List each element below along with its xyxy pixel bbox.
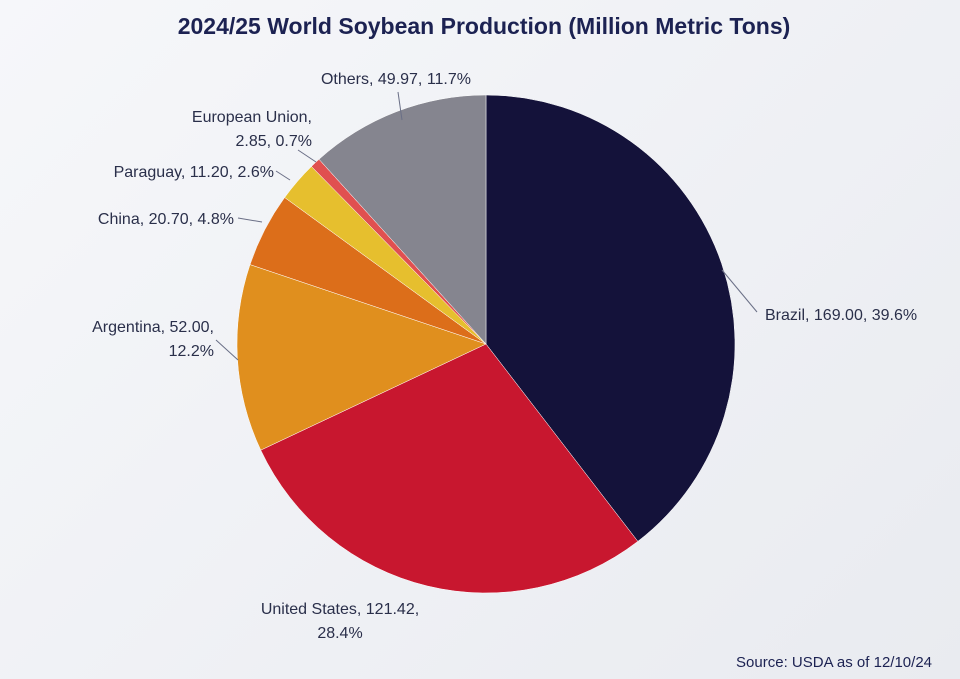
pie-slice-brazil	[485, 94, 736, 542]
leader-lines	[215, 91, 758, 361]
leader-line-paraguay	[275, 170, 291, 181]
data-label-china: China, 20.70, 4.8%	[98, 211, 234, 228]
data-label-paraguay: Paraguay, 11.20, 2.6%	[114, 164, 274, 181]
data-label-argentina: Argentina, 52.00, 12.2%	[92, 319, 214, 360]
leader-line-others	[397, 91, 403, 121]
source-note: Source: USDA as of 12/10/24	[736, 654, 932, 671]
pie-slice-argentina	[236, 264, 487, 451]
data-label-others: Others, 49.97, 11.7%	[321, 71, 471, 88]
data-labels: Brazil, 169.00, 39.6% United States, 121.…	[92, 71, 917, 642]
leader-line-european-union	[297, 149, 317, 163]
pie-slices	[236, 94, 736, 594]
leader-line-argentina	[215, 339, 239, 361]
chart-title: 2024/25 World Soybean Production (Millio…	[178, 13, 791, 39]
data-label-brazil: Brazil, 169.00, 39.6%	[765, 307, 917, 324]
leader-line-china	[237, 217, 263, 223]
data-label-united-states: United States, 121.42, 28.4%	[261, 601, 419, 642]
pie-slice-others	[318, 94, 487, 345]
pie-slice-united-states	[260, 343, 639, 594]
data-label-european-union: European Union, 2.85, 0.7%	[192, 109, 312, 150]
leader-line-brazil	[721, 269, 758, 313]
